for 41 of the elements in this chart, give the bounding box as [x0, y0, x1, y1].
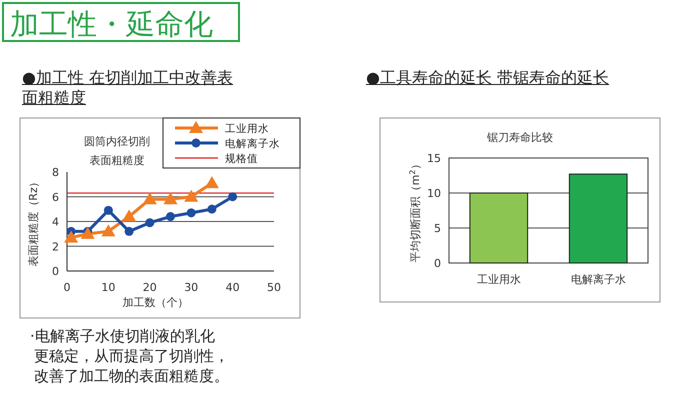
y-tick-label: 4 [52, 216, 59, 228]
point [64, 230, 78, 243]
y-tick-label: 15 [427, 152, 441, 165]
chart-subtitle: ●加工性 在切削加工中改善表面粗糙度 [22, 68, 234, 108]
legend-label: 电解离子水 [225, 137, 280, 150]
legend-label: 工业用水 [225, 122, 269, 135]
y-tick-label: 8 [52, 166, 59, 179]
y-tick-label: 5 [434, 222, 441, 235]
y-axis-title: 表面粗糙度（Rz） [27, 176, 40, 267]
point [122, 210, 136, 222]
x-tick-label: 0 [64, 281, 70, 294]
x-tick-label: 50 [267, 281, 281, 294]
point [184, 190, 198, 202]
chart-subtitle: ●工具寿命的延长 带锯寿命的延长 [366, 68, 610, 88]
point [164, 192, 178, 204]
x-tick-label: 20 [142, 281, 157, 294]
y-tick-label: 10 [427, 187, 441, 200]
point [186, 208, 196, 218]
y-tick-label: 6 [52, 190, 59, 204]
point [207, 204, 216, 214]
text: 加工性・延命化 [2, 2, 240, 42]
chart-title: 锯刀寿命比较 [486, 130, 554, 146]
point [204, 176, 219, 188]
point [228, 192, 238, 202]
x-tick-label: 10 [101, 281, 116, 294]
point [104, 206, 113, 215]
point [166, 212, 175, 222]
point [101, 224, 116, 236]
y-tick-label: 2 [52, 240, 59, 254]
legend-label: 规格值 [225, 153, 258, 165]
text: ·电解离子水使切削液的乳化更稳定，从而提高了切削性，改善了加工物的表面粗糙度。 [30, 326, 230, 386]
point [124, 226, 134, 236]
x-axis-title: 加工数（个） [122, 296, 188, 309]
x-tick-label: 30 [184, 281, 198, 294]
point [80, 226, 95, 239]
x-tick-label: 40 [226, 281, 240, 294]
y-tick-label: 0 [52, 265, 59, 278]
point [145, 218, 154, 228]
point [142, 192, 157, 204]
chart-title: 圆筒内径切削表面粗糙度 [83, 134, 151, 169]
y-tick-label: 0 [434, 257, 441, 270]
